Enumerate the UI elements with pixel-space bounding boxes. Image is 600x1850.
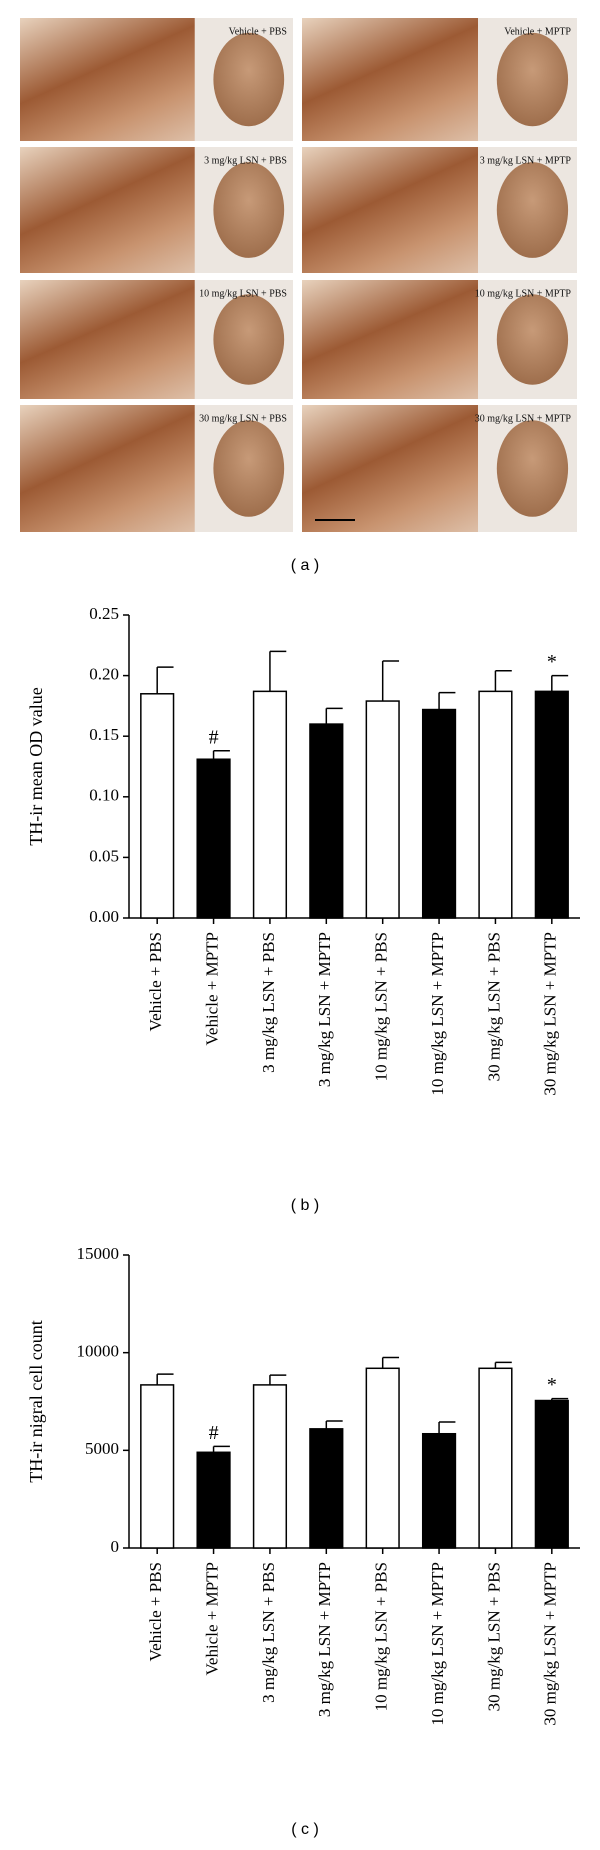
micrograph-label: 30 mg/kg LSN + PBS [199,413,287,424]
micrograph-label: Vehicle + MPTP [504,26,571,37]
panel-label: ( c ) [291,1821,319,1838]
bar [252,1384,288,1549]
significance-marker: # [209,1422,219,1444]
y-tick-label: 0.15 [89,725,119,744]
y-tick-label: 0.05 [89,846,119,865]
y-tick-label: 0 [111,1537,120,1556]
bar [478,690,513,919]
significance-marker: # [209,726,219,748]
inset-section [213,294,285,385]
inset-section [496,162,569,258]
bar [478,1367,513,1549]
bar [140,1384,175,1549]
x-tick-label: Vehicle + MPTP [202,1562,221,1675]
bar [365,700,400,919]
x-tick-label: 3 mg/kg LSN + MPTP [315,1562,334,1717]
bar [421,1432,457,1549]
y-tick-label: 0.20 [89,665,119,684]
x-tick-label: 3 mg/kg LSN + PBS [259,1562,278,1703]
inset-section [213,420,285,517]
bar [140,693,175,919]
x-tick-label: Vehicle + PBS [146,1562,165,1661]
panel-label: ( a ) [291,557,319,574]
x-tick-label: 10 mg/kg LSN + PBS [372,1562,391,1711]
micrograph-label: 30 mg/kg LSN + MPTP [475,413,572,424]
y-tick-label: 0.25 [89,604,119,623]
inset-section [496,294,569,385]
y-tick-label: 10000 [77,1342,120,1361]
y-tick-label: 0.10 [89,786,119,805]
x-tick-label: 30 mg/kg LSN + PBS [484,932,503,1081]
x-tick-label: 30 mg/kg LSN + MPTP [541,1562,560,1726]
inset-section [496,32,569,127]
x-tick-label: 30 mg/kg LSN + MPTP [541,932,560,1096]
panel-label: ( b ) [291,1197,319,1214]
x-tick-label: Vehicle + MPTP [202,932,221,1045]
bar [365,1367,400,1549]
y-tick-label: 5000 [85,1439,119,1458]
micrograph-label: 3 mg/kg LSN + MPTP [480,155,572,166]
y-tick-label: 15000 [77,1244,120,1263]
bar [252,690,288,919]
x-tick-label: 10 mg/kg LSN + MPTP [428,932,447,1096]
bar [196,758,231,919]
inset-section [213,32,285,127]
inset-section [496,420,569,517]
y-axis-label: TH-ir nigral cell count [26,1320,46,1482]
y-tick-label: 0.00 [89,907,119,926]
x-tick-label: 30 mg/kg LSN + PBS [484,1562,503,1711]
bar [309,1428,344,1549]
x-tick-label: 3 mg/kg LSN + PBS [259,932,278,1073]
x-tick-label: 10 mg/kg LSN + MPTP [428,1562,447,1726]
bar [309,723,344,919]
bar [534,1399,569,1549]
x-tick-label: Vehicle + PBS [146,932,165,1031]
bar [196,1451,231,1549]
significance-marker: * [547,1374,557,1396]
y-axis-label: TH-ir mean OD value [26,687,46,845]
micrograph-label: Vehicle + PBS [229,26,287,37]
micrograph-label: 10 mg/kg LSN + PBS [199,288,287,299]
x-tick-label: 10 mg/kg LSN + PBS [372,932,391,1081]
x-tick-label: 3 mg/kg LSN + MPTP [315,932,334,1087]
bar [421,708,457,919]
inset-section [213,162,285,258]
micrograph-label: 3 mg/kg LSN + PBS [204,155,287,166]
micrograph-label: 10 mg/kg LSN + MPTP [475,288,572,299]
significance-marker: * [547,651,557,673]
bar [534,690,569,919]
